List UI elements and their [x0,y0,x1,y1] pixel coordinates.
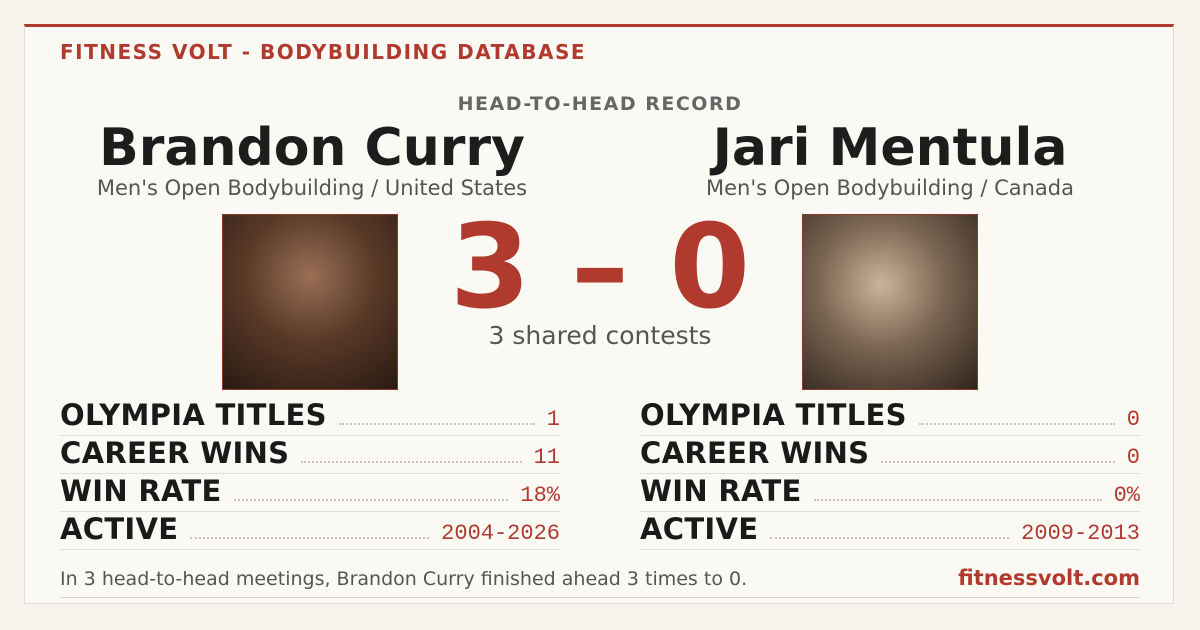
stat-value: 2009-2013 [1021,521,1140,546]
athlete-division: Men's Open Bodybuilding / United States [96,176,528,200]
stat-row: ACTIVE 2009-2013 [640,512,1140,550]
card [24,24,1174,604]
athlete-name: Jari Mentula [712,118,1068,178]
stat-row: ACTIVE 2004-2026 [60,512,560,550]
stat-row: WIN RATE 18% [60,474,560,512]
stat-value: 18% [520,483,560,508]
divider [60,597,1140,598]
stats-column: OLYMPIA TITLES 0 CAREER WINS 0 WIN RATE 0% ACT… [640,398,1140,550]
brand: FITNESS VOLT - BODYBUILDING DATABASE [60,40,587,64]
athlete-photo [222,214,398,390]
stat-row: OLYMPIA TITLES 1 [60,398,560,436]
stat-label: ACTIVE [60,512,179,546]
stat-label: ACTIVE [640,512,759,546]
stat-row: OLYMPIA TITLES 0 [640,398,1140,436]
leader [301,460,522,463]
stat-label: CAREER WINS [60,436,290,470]
stat-label: OLYMPIA TITLES [60,398,327,432]
stat-label: OLYMPIA TITLES [640,398,907,432]
leader [918,422,1115,425]
site-link[interactable]: fitnessvolt.com [958,566,1140,590]
leader [338,422,535,425]
footer-note: In 3 head-to-head meetings, Brandon Curr… [60,568,748,590]
score: 3 – 0 [449,200,751,335]
stat-value: 0 [1126,407,1140,432]
stat-row: CAREER WINS 0 [640,436,1140,474]
stat-label: CAREER WINS [640,436,870,470]
athlete-name: Brandon Curry [99,118,525,178]
shared-contests: 3 shared contests [488,321,712,350]
athlete-photo [802,214,978,390]
leader [190,536,430,539]
athlete-division: Men's Open Bodybuilding / Canada [706,176,1074,200]
stat-row: CAREER WINS 11 [60,436,560,474]
subtitle: HEAD-TO-HEAD RECORD [457,93,743,115]
stat-label: WIN RATE [640,474,802,508]
stat-value: 1 [546,407,560,432]
stat-row: WIN RATE 0% [640,474,1140,512]
leader [233,498,509,501]
stat-value: 0% [1113,483,1140,508]
stats-column: OLYMPIA TITLES 1 CAREER WINS 11 WIN RATE 18% A… [60,398,560,550]
leader [813,498,1102,501]
stat-value: 2004-2026 [441,521,560,546]
stat-value: 11 [533,445,560,470]
leader [881,460,1115,463]
stat-value: 0 [1126,445,1140,470]
leader [770,536,1010,539]
stat-label: WIN RATE [60,474,222,508]
